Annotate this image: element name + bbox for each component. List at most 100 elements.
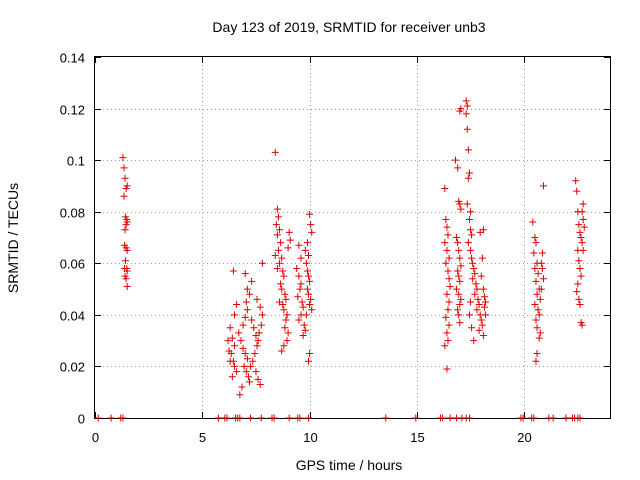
data-point xyxy=(277,280,285,288)
data-point xyxy=(463,102,471,110)
data-point xyxy=(276,226,284,234)
data-point xyxy=(273,205,281,213)
data-point xyxy=(576,414,584,422)
data-point xyxy=(121,226,129,234)
data-points xyxy=(94,97,588,422)
data-point xyxy=(531,264,539,272)
data-point xyxy=(280,306,288,314)
x-tick-label: 10 xyxy=(303,430,317,445)
data-point xyxy=(477,272,485,280)
data-point xyxy=(455,290,463,298)
data-point xyxy=(223,414,231,422)
data-point xyxy=(444,306,452,314)
data-point xyxy=(439,414,447,422)
data-point xyxy=(536,295,544,303)
data-point xyxy=(282,316,290,324)
data-point xyxy=(464,146,472,154)
data-point xyxy=(307,295,315,303)
data-point xyxy=(247,414,255,422)
data-point xyxy=(531,234,539,241)
data-point xyxy=(303,285,311,293)
data-point xyxy=(251,350,259,358)
data-point xyxy=(441,239,449,247)
data-point xyxy=(467,298,475,306)
data-point xyxy=(453,285,461,293)
data-point xyxy=(445,254,453,262)
y-tick-label: 0.02 xyxy=(60,360,85,375)
data-point xyxy=(471,290,479,298)
data-point xyxy=(228,373,236,381)
data-point xyxy=(562,414,570,422)
data-point xyxy=(454,267,462,275)
data-point xyxy=(538,264,546,272)
data-point xyxy=(302,311,310,319)
data-point xyxy=(443,223,451,231)
data-point xyxy=(469,275,477,283)
data-point xyxy=(577,234,585,241)
data-point xyxy=(473,306,481,314)
data-point xyxy=(254,337,262,345)
data-point xyxy=(271,148,279,156)
data-point xyxy=(532,357,540,365)
data-point xyxy=(470,337,478,345)
data-point xyxy=(120,164,128,172)
data-point xyxy=(539,275,547,283)
data-point xyxy=(444,231,452,239)
data-point xyxy=(273,264,281,272)
data-point xyxy=(456,301,464,309)
data-point xyxy=(282,295,290,303)
data-point xyxy=(577,272,585,280)
data-point xyxy=(443,365,451,373)
data-point xyxy=(465,414,473,422)
data-point xyxy=(294,293,302,301)
data-point xyxy=(480,303,488,311)
data-point xyxy=(284,244,292,252)
data-point xyxy=(480,293,488,301)
data-point xyxy=(296,285,304,293)
data-point xyxy=(442,259,450,267)
data-point xyxy=(303,267,311,275)
data-point xyxy=(441,185,449,193)
data-point xyxy=(455,272,463,280)
data-point xyxy=(454,164,462,172)
data-point xyxy=(580,223,588,231)
data-point xyxy=(534,270,542,278)
data-point xyxy=(576,264,584,272)
data-point xyxy=(455,246,463,254)
data-point xyxy=(475,326,483,334)
data-point xyxy=(305,272,313,280)
data-point xyxy=(579,246,587,254)
data-point xyxy=(537,259,545,267)
data-point xyxy=(469,259,477,267)
data-point xyxy=(456,200,464,208)
x-tick-label: 15 xyxy=(410,430,424,445)
tick-labels: 0 0.02 0.04 0.06 0.08 0.1 0.12 0.14 0 5 10 15 20 xyxy=(60,51,532,446)
data-point xyxy=(278,285,286,293)
data-point xyxy=(285,228,293,236)
data-point xyxy=(467,246,475,254)
data-point xyxy=(297,280,305,288)
data-point xyxy=(229,267,237,275)
data-point xyxy=(270,414,278,422)
data-point xyxy=(123,182,131,190)
data-point xyxy=(531,301,539,309)
data-point xyxy=(295,316,303,324)
data-point xyxy=(465,169,473,177)
data-point xyxy=(442,215,450,223)
data-point xyxy=(256,303,264,311)
data-point xyxy=(119,414,127,422)
data-point xyxy=(254,375,262,383)
data-point xyxy=(479,331,487,339)
data-point xyxy=(306,350,314,358)
data-point xyxy=(285,414,293,422)
data-point xyxy=(237,337,245,345)
data-point xyxy=(482,298,490,306)
data-point xyxy=(243,285,251,293)
data-point xyxy=(226,357,234,365)
y-tick-label: 0.1 xyxy=(67,154,85,169)
data-point xyxy=(574,280,582,288)
data-point xyxy=(530,249,538,257)
data-point xyxy=(456,254,464,262)
data-point xyxy=(248,277,256,285)
data-point xyxy=(443,290,451,298)
